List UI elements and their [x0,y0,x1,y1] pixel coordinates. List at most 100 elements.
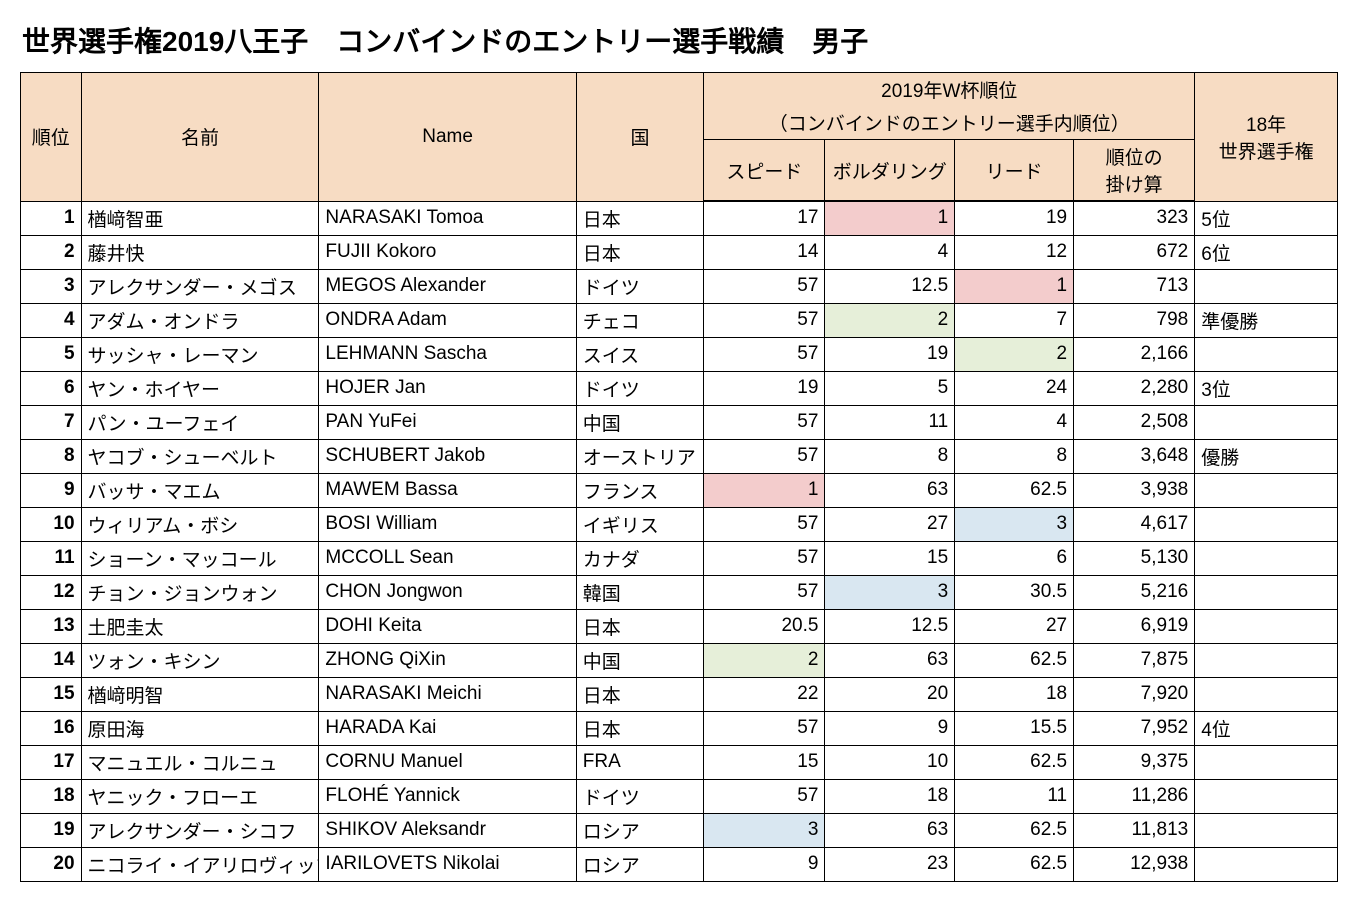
cell-boulder: 19 [825,337,955,371]
cell-name_e: LEHMANN Sascha [319,337,576,371]
table-row: 4アダム・オンドラONDRA Adamチェコ5727798準優勝 [21,303,1338,337]
cell-wc18 [1195,779,1338,813]
cell-rank: 10 [21,507,82,541]
cell-speed: 57 [704,575,825,609]
cell-product: 11,813 [1074,813,1195,847]
cell-name_j: アレクサンダー・メゴス [81,269,319,303]
cell-name_j: バッサ・マエム [81,473,319,507]
cell-country: オーストリア [576,439,704,473]
cell-name_j: マニュエル・コルニュ [81,745,319,779]
cell-product: 5,130 [1074,541,1195,575]
cell-boulder: 12.5 [825,269,955,303]
cell-wc18: 6位 [1195,235,1338,269]
cell-country: ドイツ [576,269,704,303]
cell-country: FRA [576,745,704,779]
cell-speed: 57 [704,439,825,473]
table-row: 5サッシャ・レーマンLEHMANN Saschaスイス571922,166 [21,337,1338,371]
cell-boulder: 63 [825,643,955,677]
cell-product: 9,375 [1074,745,1195,779]
cell-rank: 18 [21,779,82,813]
page-title: 世界選手権2019八王子 コンバインドのエントリー選手戦績 男子 [22,20,1340,60]
cell-speed: 57 [704,337,825,371]
cell-wc18 [1195,813,1338,847]
cell-product: 3,938 [1074,473,1195,507]
cell-rank: 14 [21,643,82,677]
cell-boulder: 20 [825,677,955,711]
cell-boulder: 63 [825,473,955,507]
cell-product: 2,508 [1074,405,1195,439]
table-row: 12チョン・ジョンウォンCHON Jongwon韓国57330.55,216 [21,575,1338,609]
cell-speed: 22 [704,677,825,711]
cell-lead: 62.5 [955,473,1074,507]
cell-country: ロシア [576,813,704,847]
cell-boulder: 10 [825,745,955,779]
cell-speed: 57 [704,711,825,745]
table-body: 1楢﨑智亜NARASAKI Tomoa日本171193235位2藤井快FUJII… [21,201,1338,881]
cell-boulder: 8 [825,439,955,473]
cell-wc18 [1195,405,1338,439]
cell-country: 日本 [576,609,704,643]
cell-boulder: 4 [825,235,955,269]
cell-rank: 1 [21,201,82,235]
cell-wc18 [1195,269,1338,303]
table-header: 順位 名前 Name 国 2019年W杯順位 18年 世界選手権 （コンバインド… [21,73,1338,202]
col-wcup-group: 2019年W杯順位 [704,73,1195,107]
cell-name_e: ONDRA Adam [319,303,576,337]
col-product: 順位の 掛け算 [1074,140,1195,202]
cell-name_j: 藤井快 [81,235,319,269]
cell-lead: 12 [955,235,1074,269]
cell-product: 713 [1074,269,1195,303]
cell-lead: 15.5 [955,711,1074,745]
cell-country: 中国 [576,643,704,677]
cell-name_e: MEGOS Alexander [319,269,576,303]
table-row: 9バッサ・マエムMAWEM Bassaフランス16362.53,938 [21,473,1338,507]
cell-name_e: SCHUBERT Jakob [319,439,576,473]
cell-name_e: ZHONG QiXin [319,643,576,677]
cell-name_j: アダム・オンドラ [81,303,319,337]
cell-lead: 2 [955,337,1074,371]
cell-name_j: 楢﨑智亜 [81,201,319,235]
cell-country: カナダ [576,541,704,575]
cell-lead: 62.5 [955,813,1074,847]
cell-name_j: 原田海 [81,711,319,745]
cell-name_e: BOSI William [319,507,576,541]
cell-country: 日本 [576,201,704,235]
cell-lead: 18 [955,677,1074,711]
cell-lead: 62.5 [955,847,1074,881]
cell-country: スイス [576,337,704,371]
cell-lead: 6 [955,541,1074,575]
table-row: 6ヤン・ホイヤーHOJER Janドイツ195242,2803位 [21,371,1338,405]
cell-name_j: ヤコブ・シューベルト [81,439,319,473]
cell-lead: 1 [955,269,1074,303]
table-row: 15楢﨑明智NARASAKI Meichi日本2220187,920 [21,677,1338,711]
cell-boulder: 3 [825,575,955,609]
cell-name_e: IARILOVETS Nikolai [319,847,576,881]
cell-name_j: ウィリアム・ボシ [81,507,319,541]
col-rank: 順位 [21,73,82,202]
cell-speed: 14 [704,235,825,269]
cell-rank: 7 [21,405,82,439]
cell-boulder: 18 [825,779,955,813]
cell-rank: 8 [21,439,82,473]
cell-lead: 62.5 [955,745,1074,779]
cell-wc18 [1195,745,1338,779]
cell-wc18 [1195,609,1338,643]
cell-rank: 20 [21,847,82,881]
cell-wc18 [1195,847,1338,881]
cell-rank: 5 [21,337,82,371]
cell-product: 2,280 [1074,371,1195,405]
cell-rank: 19 [21,813,82,847]
col-wcup-group-sub: （コンバインドのエントリー選手内順位） [704,106,1195,140]
cell-name_e: FUJII Kokoro [319,235,576,269]
col-product-l2: 掛け算 [1106,175,1163,196]
cell-speed: 3 [704,813,825,847]
cell-product: 798 [1074,303,1195,337]
cell-country: 日本 [576,677,704,711]
table-row: 10ウィリアム・ボシBOSI Williamイギリス572734,617 [21,507,1338,541]
cell-boulder: 12.5 [825,609,955,643]
cell-name_e: CHON Jongwon [319,575,576,609]
cell-speed: 57 [704,303,825,337]
cell-name_e: NARASAKI Meichi [319,677,576,711]
table-row: 16原田海HARADA Kai日本57915.57,9524位 [21,711,1338,745]
col-lead: リード [955,140,1074,202]
